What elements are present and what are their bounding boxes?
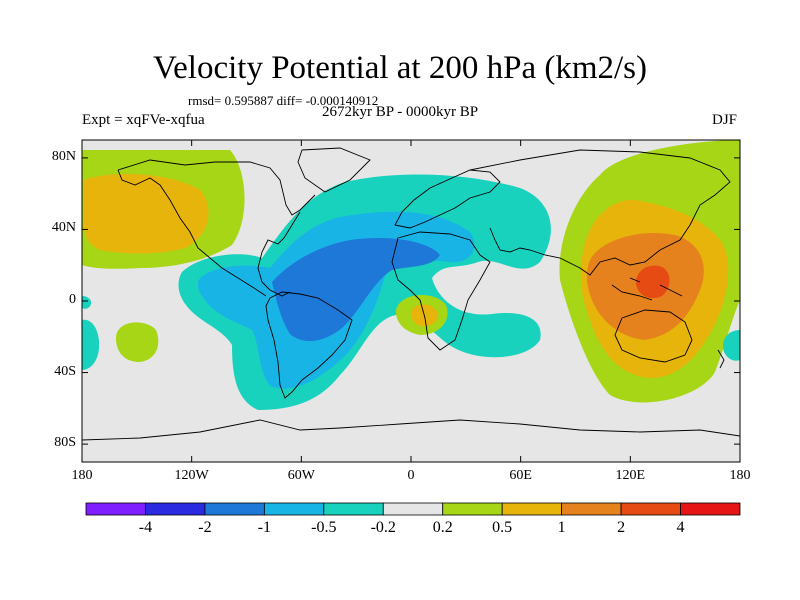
colorbar-label: 0.2 <box>432 519 453 536</box>
colorbar-segment <box>323 502 384 516</box>
axis-ticks <box>81 140 741 462</box>
period-label: 2672kyr BP - 0000kyr BP <box>322 104 479 120</box>
coast-africa <box>391 231 491 351</box>
y-tick-label: 40S <box>54 363 76 379</box>
colorbar-segment <box>501 502 563 516</box>
coast-asia <box>469 149 731 276</box>
colorbar-label: -4 <box>138 519 153 536</box>
colorbar-label: 1 <box>557 519 566 536</box>
colorbar-label: -2 <box>198 519 212 536</box>
coast-maritime-continent <box>611 277 683 301</box>
coast-new-zealand <box>717 349 725 369</box>
coast-south-america <box>265 291 353 399</box>
colorbar-segment <box>561 502 622 516</box>
negative-region-left-small <box>82 296 92 309</box>
colorbar-segment <box>442 502 503 516</box>
colorbar-label: 2 <box>617 519 626 536</box>
y-tick-label: 0 <box>69 292 76 307</box>
x-tick-label: 120W <box>174 468 209 483</box>
y-tick-label: 80N <box>51 148 76 164</box>
colorbar-label: -1 <box>257 519 272 536</box>
x-tick-label: 0 <box>407 468 415 483</box>
negative-region-right-edge <box>722 330 740 361</box>
coast-europe <box>394 169 501 229</box>
negative-region-core <box>272 237 440 342</box>
positive-region-spacific <box>116 322 159 362</box>
x-tick-label: 60W <box>287 468 315 483</box>
colorbar-segment <box>204 502 265 516</box>
x-tick-label: 180 <box>71 468 93 483</box>
map-plot-area <box>82 140 740 462</box>
x-tick-label: 120E <box>615 468 646 483</box>
positive-region-nepacific-core <box>84 174 209 254</box>
chart-title: Velocity Potential at 200 hPa (km2/s) <box>152 50 648 86</box>
colorbar <box>85 502 741 516</box>
stats-line: rmsd= 0.595887 diff= -0.000140912 <box>188 93 379 108</box>
colorbar-segment <box>680 502 741 516</box>
x-tick-label: 60E <box>509 468 532 483</box>
positive-region-indopacific-core <box>636 265 670 299</box>
colorbar-segment <box>382 502 444 516</box>
y-tick-label: 40N <box>51 220 76 236</box>
colorbar-label: 4 <box>676 519 685 536</box>
y-tick-label: 80S <box>54 435 76 451</box>
coastlines <box>82 147 740 441</box>
colorbar-segment <box>263 502 325 516</box>
colorbar-label: 0.5 <box>492 519 513 536</box>
coast-antarctica <box>82 419 740 441</box>
colorbar-segment <box>620 502 681 516</box>
coast-greenland <box>297 147 371 193</box>
season-label: DJF <box>712 112 738 128</box>
colorbar-segment <box>145 502 206 516</box>
colorbar-label: -0.5 <box>311 519 337 536</box>
negative-region-left-edge <box>82 319 100 370</box>
colorbar-segment <box>85 502 146 516</box>
coast-north-america <box>117 159 316 297</box>
colorbar-label: -0.2 <box>370 519 396 536</box>
coast-australia <box>614 309 693 363</box>
experiment-label: Expt = xqFVe-xqfua <box>82 112 205 128</box>
x-tick-label: 180 <box>729 468 751 483</box>
